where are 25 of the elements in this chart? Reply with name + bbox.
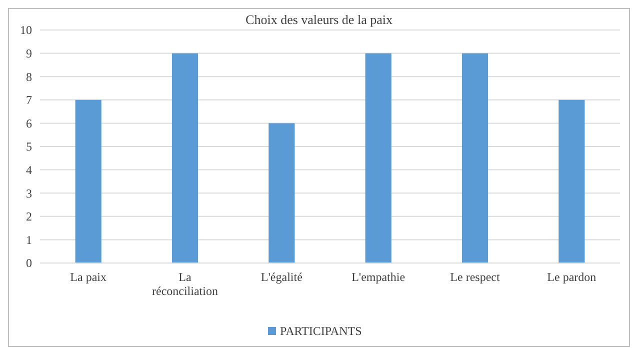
y-tick-label: 7 xyxy=(26,93,32,108)
bar xyxy=(558,100,585,263)
bar xyxy=(462,53,488,263)
y-tick-label: 3 xyxy=(26,186,32,200)
x-tick-label: L'égalité xyxy=(260,270,302,284)
x-tick-label: Le respect xyxy=(450,270,500,284)
y-tick-label: 4 xyxy=(26,163,32,177)
bar xyxy=(172,53,198,263)
chart-title: Choix des valeurs de la paix xyxy=(246,12,393,27)
x-tick-label: La paix xyxy=(70,270,106,284)
y-tick-label: 5 xyxy=(26,140,32,154)
bar xyxy=(365,53,392,263)
y-tick-label: 1 xyxy=(26,232,32,247)
x-tick-label: La réconciliation xyxy=(152,270,218,298)
y-tick-label: 9 xyxy=(26,46,32,60)
y-tick-label: 2 xyxy=(26,210,32,224)
y-tick-label: 10 xyxy=(20,23,32,38)
y-tick-label: 0 xyxy=(26,256,32,270)
bar xyxy=(75,100,102,263)
x-tick-label: L'empathie xyxy=(352,270,406,284)
y-tick-label: 8 xyxy=(26,70,32,84)
x-tick-label: Le pardon xyxy=(547,270,596,284)
legend-label: PARTICIPANTS xyxy=(280,324,362,338)
bar xyxy=(268,123,295,263)
y-tick-label: 6 xyxy=(26,116,32,130)
